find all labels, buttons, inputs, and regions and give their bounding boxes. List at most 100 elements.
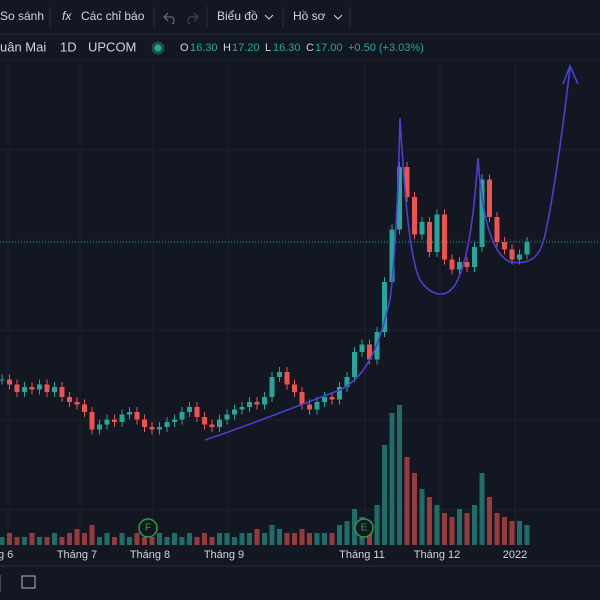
volume-bar (277, 529, 282, 545)
x-axis-label: g 6 (0, 549, 13, 561)
candle-body (119, 414, 125, 422)
volume-bar (67, 533, 72, 545)
volume-bar (119, 533, 125, 545)
volume-bar (487, 497, 492, 545)
symbol: uân Mai (0, 39, 46, 54)
candle-body (127, 412, 132, 415)
volume-bar (149, 537, 155, 545)
candle-body (479, 179, 485, 247)
candle-body (209, 424, 215, 427)
volume-bar (232, 537, 237, 545)
volume-bar (419, 489, 425, 545)
volume-bar (254, 529, 260, 545)
calendar-button[interactable] (21, 575, 36, 589)
candle-body (434, 214, 440, 252)
toolbar (0, 0, 600, 34)
candle-body (284, 372, 290, 385)
status-dot (151, 41, 165, 55)
volume-bar (427, 497, 432, 545)
candle-body (322, 397, 327, 402)
chart-type-button[interactable]: Biểu đồ (217, 9, 258, 23)
candle-body (494, 217, 500, 242)
volume-bar (449, 517, 455, 545)
volume-bar (284, 533, 290, 545)
volume-bar (524, 525, 530, 545)
candle-body (464, 262, 470, 267)
volume-bar (37, 537, 42, 545)
candle-body (427, 222, 432, 252)
x-axis-label: Tháng 12 (414, 549, 460, 561)
drawing-annotation (204, 63, 579, 441)
close-value: 17.00 (315, 42, 343, 54)
undo-button[interactable] (163, 12, 175, 25)
volume-bar (104, 533, 110, 545)
indicators-button[interactable]: Các chỉ báo (81, 9, 145, 23)
volume-bar (322, 533, 327, 545)
low-value: 16.30 (273, 42, 301, 54)
candle-body (404, 167, 410, 197)
volume-bar (269, 525, 275, 545)
candle-body (37, 384, 42, 390)
compare-button[interactable]: So sánh (0, 9, 44, 23)
redo-button[interactable] (187, 12, 199, 25)
candle-body (134, 412, 140, 420)
h-label: H (223, 42, 231, 54)
volume-bar (247, 533, 252, 545)
volume-bar (404, 457, 410, 545)
volume-bar (224, 533, 230, 545)
profile-button[interactable]: Hồ sơ (293, 9, 326, 23)
volume-bar (239, 533, 245, 545)
candle-body (277, 372, 282, 377)
candle-body (524, 242, 530, 255)
o-label: O (180, 42, 189, 54)
candle-body (344, 377, 350, 387)
candle-body (97, 424, 102, 430)
candle-body (299, 392, 305, 405)
candle-body (442, 214, 447, 260)
volume-bar (412, 473, 417, 545)
candle-body (359, 344, 365, 352)
volume-bar (442, 513, 447, 545)
event-marker (354, 518, 374, 538)
volume-bar (0, 537, 5, 545)
high-value: 17.20 (232, 42, 260, 54)
volume-bar (292, 533, 297, 545)
volume-bar (329, 533, 335, 545)
candle-body (382, 282, 387, 332)
fx-icon: fx (62, 9, 72, 23)
candle-body (67, 397, 72, 402)
volume-bar (157, 533, 162, 545)
candle-body (254, 402, 260, 405)
volume-bar (434, 505, 440, 545)
l-label: L (265, 42, 271, 54)
candle-body (104, 419, 110, 425)
volume-bar (299, 529, 305, 545)
candle-body (0, 379, 5, 381)
x-axis-label: 2022 (503, 549, 527, 561)
candle-body (419, 222, 425, 235)
volume-bar (374, 505, 380, 545)
candle-body (412, 197, 417, 235)
candle-body (44, 384, 50, 392)
candle-body (487, 179, 492, 217)
volume-bar (89, 525, 95, 545)
change-value: +0.50 (+3.03%) (348, 42, 424, 54)
candle-body (172, 419, 177, 422)
volume-bar (479, 473, 485, 545)
volume-bar (307, 533, 312, 545)
candle-body (292, 384, 297, 392)
plot: F Eg 6 Tháng 7 Tháng 8 Tháng 9 Tháng 11 Tháng … (0, 59, 600, 561)
volume-bar (194, 537, 200, 545)
x-axis-label: Tháng 8 (130, 549, 170, 561)
candle-body (179, 412, 185, 420)
candle-body (157, 427, 162, 430)
candle-body (187, 407, 192, 412)
candle-body (29, 387, 35, 390)
candle-body (217, 419, 222, 427)
volume-bar (14, 537, 20, 545)
candle-body (112, 419, 117, 422)
candle-body (502, 242, 507, 250)
candle-body (7, 379, 12, 385)
